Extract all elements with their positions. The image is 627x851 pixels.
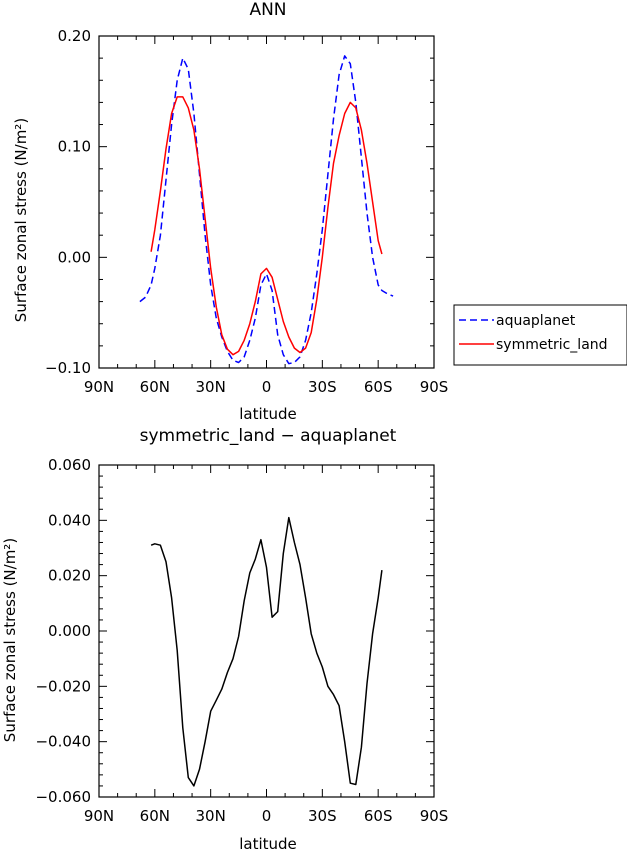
bottom-chart-ticks: 90N 60N 30N 0 30S 60S 90S −0.060 −0.040 −0.020 0.0…: [35, 456, 448, 825]
top-x-tick-label: 60N: [140, 378, 170, 396]
top-y-tick-label: −0.10: [45, 359, 91, 377]
bottom-y-tick-label: −0.040: [35, 733, 91, 751]
bottom-x-tick-label: 60N: [140, 807, 170, 825]
top-x-tick-label: 30S: [308, 378, 337, 396]
legend-label-symmetric-land: symmetric_land: [496, 337, 608, 353]
legend: aquaplanet symmetric_land: [453, 304, 627, 366]
legend-box: [453, 304, 627, 366]
bottom-x-axis-label: latitude: [239, 835, 297, 851]
top-series-line-symmetric_land: [150, 96, 383, 356]
bottom-x-tick-label: 90N: [84, 807, 114, 825]
top-x-tick-label: 90N: [84, 378, 114, 396]
legend-label-aquaplanet: aquaplanet: [496, 313, 576, 329]
top-y-tick-label: 0.00: [58, 248, 91, 266]
bottom-y-tick-label: 0.060: [48, 456, 91, 474]
top-plot-frame: [98, 35, 435, 369]
top-x-tick-label: 0: [262, 378, 272, 396]
bottom-series-line-series-0: [150, 516, 383, 787]
bottom-x-tick-label: 30S: [308, 807, 337, 825]
top-x-axis-label: latitude: [239, 405, 297, 423]
top-chart: ANN 90N 60N 30N 0 30S 60S 90S −0.10 0.00 0.10 0.20…: [12, 0, 448, 423]
top-y-axis-label: Surface zonal stress (N/m²): [12, 118, 30, 322]
bottom-y-tick-label: −0.020: [35, 677, 91, 695]
bottom-y-tick-label: 0.020: [48, 567, 91, 585]
top-x-tick-label: 90S: [420, 378, 449, 396]
bottom-chart-title: symmetric_land − aquaplanet: [140, 426, 397, 446]
top-chart-ticks: 90N 60N 30N 0 30S 60S 90S −0.10 0.00 0.10 0.20: [45, 27, 448, 396]
top-series-line-aquaplanet: [139, 55, 394, 365]
top-y-tick-label: 0.20: [58, 27, 91, 45]
bottom-y-axis-label: Surface zonal stress (N/m²): [1, 538, 19, 742]
bottom-chart-lines: [150, 516, 383, 787]
bottom-y-tick-label: 0.040: [48, 511, 91, 529]
top-x-tick-label: 60S: [364, 378, 393, 396]
bottom-y-tick-label: 0.000: [48, 622, 91, 640]
top-x-tick-label: 30N: [196, 378, 226, 396]
top-y-tick-label: 0.10: [58, 138, 91, 156]
bottom-chart: symmetric_land − aquaplanet 90N 60N 30N 0 30…: [1, 426, 448, 851]
bottom-y-tick-label: −0.060: [35, 788, 91, 806]
bottom-x-tick-label: 30N: [196, 807, 226, 825]
top-chart-title: ANN: [249, 0, 286, 20]
bottom-x-tick-label: 0: [262, 807, 272, 825]
bottom-x-tick-label: 60S: [364, 807, 393, 825]
bottom-plot-frame: [98, 464, 435, 798]
bottom-x-tick-label: 90S: [420, 807, 449, 825]
top-chart-lines: [139, 55, 394, 365]
